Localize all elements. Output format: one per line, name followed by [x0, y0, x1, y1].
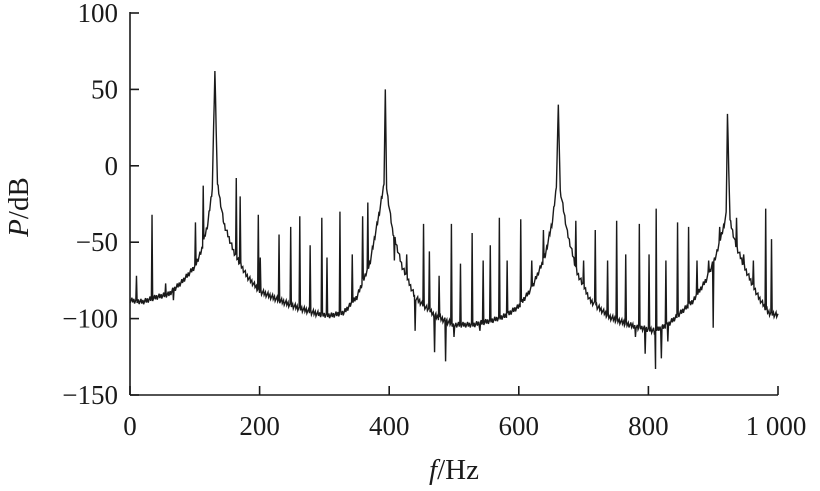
y-tick-label: −100: [62, 304, 118, 334]
y-tick-label: 50: [91, 74, 118, 104]
y-tick-label: −50: [76, 227, 118, 257]
y-ticks-group: −150 −100 −50 0 50 100: [62, 0, 139, 410]
series-group: [129, 71, 779, 370]
y-tick-label: −150: [62, 380, 118, 410]
axes-group: [129, 12, 778, 396]
x-tick-label: 800: [628, 411, 669, 441]
x-axis-title: f/Hz: [429, 454, 479, 486]
y-axis-unit: /dB: [3, 177, 35, 219]
y-axis-title: P/dB: [3, 177, 35, 238]
power-spectrum-line: [129, 71, 779, 370]
x-tick-label: 200: [239, 411, 280, 441]
x-ticks-group: 0 200 400 600 800 1 000: [123, 386, 806, 441]
x-tick-label: 0: [123, 411, 137, 441]
x-tick-label: 400: [369, 411, 410, 441]
y-tick-label: 0: [105, 151, 119, 181]
x-axis-unit: /Hz: [437, 454, 479, 486]
y-tick-label: 100: [78, 0, 119, 28]
x-tick-label: 600: [499, 411, 540, 441]
y-axis-symbol: P: [3, 219, 35, 238]
x-tick-label: 1 000: [746, 411, 807, 441]
